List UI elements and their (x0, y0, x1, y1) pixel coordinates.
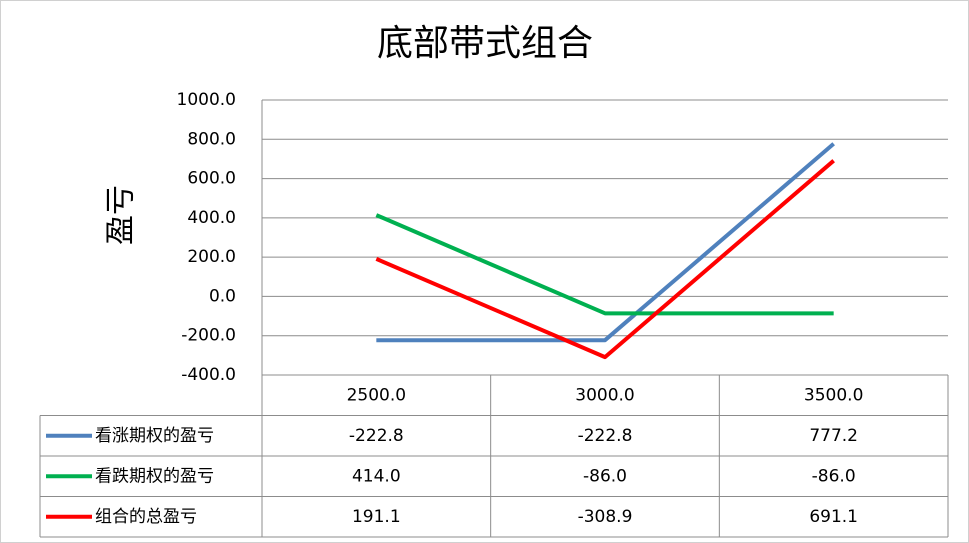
y-tick-label: 400.0 (187, 208, 236, 228)
series-line (376, 142, 835, 343)
y-tick-label: 800.0 (187, 129, 236, 149)
series-line (375, 159, 835, 360)
table-value: -222.8 (578, 426, 633, 446)
x-tick-label: 3500.0 (804, 385, 863, 405)
y-tick-label: 1000.0 (177, 90, 236, 110)
legend-label: 看涨期权的盈亏 (95, 426, 214, 446)
table-value: -222.8 (349, 426, 404, 446)
y-tick-label: 200.0 (187, 247, 236, 267)
table-value: 414.0 (352, 466, 401, 486)
y-tick-label: 0.0 (209, 286, 236, 306)
table-value: 777.2 (809, 426, 858, 446)
table-value: 191.1 (352, 507, 401, 527)
series-line (375, 213, 834, 316)
y-tick-label: -400.0 (181, 365, 236, 385)
y-tick-label: 600.0 (187, 169, 236, 189)
y-tick-label: -200.0 (181, 326, 236, 346)
legend-label: 看跌期权的盈亏 (95, 466, 214, 486)
y-axis-title: 盈亏 (104, 185, 139, 245)
x-tick-label: 2500.0 (347, 385, 406, 405)
x-tick-label: 3000.0 (575, 385, 634, 405)
table-value: -308.9 (578, 507, 633, 527)
table-value: -86.0 (583, 466, 627, 486)
table-value: 691.1 (809, 507, 858, 527)
table-value: -86.0 (812, 466, 856, 486)
chart-title: 底部带式组合 (377, 23, 593, 64)
legend-label: 组合的总盈亏 (95, 507, 197, 527)
